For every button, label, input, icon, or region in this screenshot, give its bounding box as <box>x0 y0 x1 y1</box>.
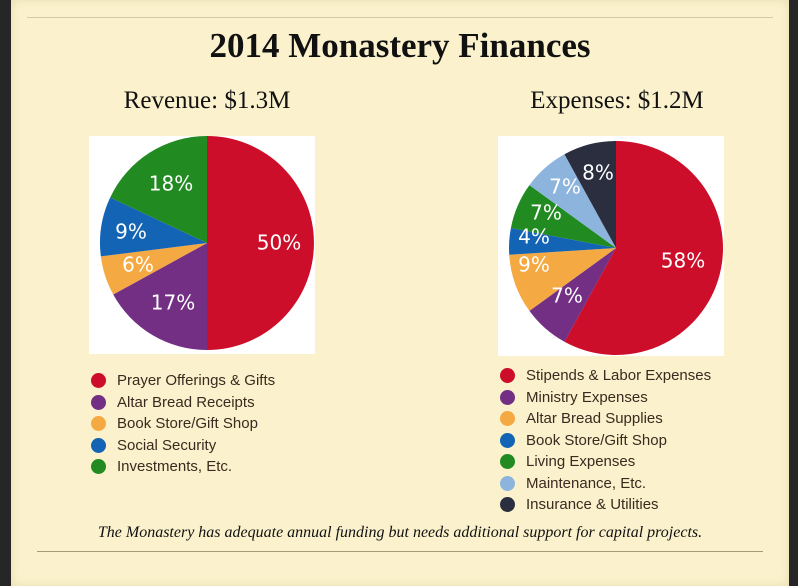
revenue-legend: Prayer Offerings & Gifts Altar Bread Rece… <box>89 370 275 478</box>
footer-divider <box>37 551 763 552</box>
legend-label: Book Store/Gift Shop <box>117 415 258 432</box>
legend-swatch <box>91 459 106 474</box>
expenses-chart-title: Expenses: $1.2M <box>530 87 704 114</box>
revenue-chart-title: Revenue: $1.3M <box>123 87 291 114</box>
legend-label: Book Store/Gift Shop <box>526 431 667 449</box>
revenue-pie-chart: 50% 17% 6% 9%18% <box>100 136 314 350</box>
legend-swatch <box>500 497 515 512</box>
pie-data-label: 4% <box>518 225 550 249</box>
legend-item: Prayer Offerings & Gifts <box>89 370 275 392</box>
legend-label: Living Expenses <box>526 453 636 470</box>
legend-swatch <box>91 437 106 453</box>
legend-swatch <box>91 394 106 410</box>
pie-data-label: 8% <box>582 161 614 185</box>
pie-data-label: 7% <box>530 201 562 225</box>
legend-swatch <box>500 411 515 426</box>
pie-slice <box>509 248 616 311</box>
legend-swatch <box>500 432 515 448</box>
pie-data-label: 7% <box>551 284 583 308</box>
legend-label: Prayer Offerings & Gifts <box>117 372 276 389</box>
legend-swatch <box>500 454 515 469</box>
pie-slice <box>509 227 616 255</box>
pie-slice <box>100 243 207 295</box>
legend-item: Investments, Etc. <box>89 456 275 478</box>
expenses-legend: Stipends & Labor Expenses Ministry Expens… <box>498 365 711 516</box>
pie-slice <box>529 248 616 342</box>
page-title: 2014 Monastery Finances <box>209 26 591 65</box>
legend-item: Altar Bread Receipts <box>89 392 275 414</box>
legend-item: Living Expenses <box>498 451 711 473</box>
legend-label: Stipends & Labor Expenses <box>526 367 712 384</box>
pie-slice <box>564 141 723 355</box>
pie-data-label: 50% <box>257 231 301 255</box>
legend-swatch <box>91 416 106 431</box>
legend-swatch <box>500 389 515 405</box>
legend-label: Altar Bread Supplies <box>526 410 663 427</box>
expenses-chart-panel: 58% 7% 9% 4% 7% 7% 8% <box>498 136 724 356</box>
legend-label: Investments, Etc. <box>117 458 233 475</box>
pie-data-label: 9% <box>115 220 147 244</box>
pie-slice <box>510 185 616 248</box>
legend-item: Stipends & Labor Expenses <box>498 365 711 387</box>
legend-label: Insurance & Utilities <box>526 496 659 513</box>
legend-item: Book Store/Gift Shop <box>89 413 275 435</box>
pie-data-label: 18% <box>149 172 193 196</box>
pie-data-label: 9% <box>518 253 550 277</box>
footer-note: The Monastery has adequate annual fundin… <box>97 524 703 541</box>
pie-slice <box>207 136 314 350</box>
legend-swatch <box>500 368 515 383</box>
pie-data-label: 17% <box>151 291 195 315</box>
pie-slice <box>100 197 207 257</box>
revenue-chart-panel: 50% 17% 6% 9% 18% <box>89 136 315 354</box>
pie-slice <box>113 243 207 350</box>
legend-item: Social Security <box>89 435 275 457</box>
legend-item: Altar Bread Supplies <box>498 408 711 430</box>
pie-slice <box>110 136 207 243</box>
legend-label: Maintenance, Etc. <box>526 474 647 492</box>
legend-item: Ministry Expenses <box>498 387 711 409</box>
legend-swatch <box>91 373 106 388</box>
legend-label: Ministry Expenses <box>526 388 648 406</box>
legend-label: Social Security <box>117 436 217 454</box>
pie-data-label: 58% <box>661 249 705 273</box>
pie-data-label: 6% <box>122 253 154 277</box>
legend-swatch <box>500 475 515 491</box>
legend-item: Insurance & Utilities <box>498 494 711 516</box>
pie-slice <box>564 141 616 248</box>
legend-label: Altar Bread Receipts <box>117 393 255 411</box>
slide: 2014 Monastery Finances Revenue: $1.3M E… <box>11 0 789 586</box>
pie-data-label: 7% <box>549 175 581 199</box>
legend-item: Book Store/Gift Shop <box>498 430 711 452</box>
pie-slice <box>529 154 616 248</box>
top-divider <box>27 17 773 18</box>
expenses-pie-chart: 58%7%9%4%7%7%8% <box>509 141 723 355</box>
legend-item: Maintenance, Etc. <box>498 473 711 495</box>
